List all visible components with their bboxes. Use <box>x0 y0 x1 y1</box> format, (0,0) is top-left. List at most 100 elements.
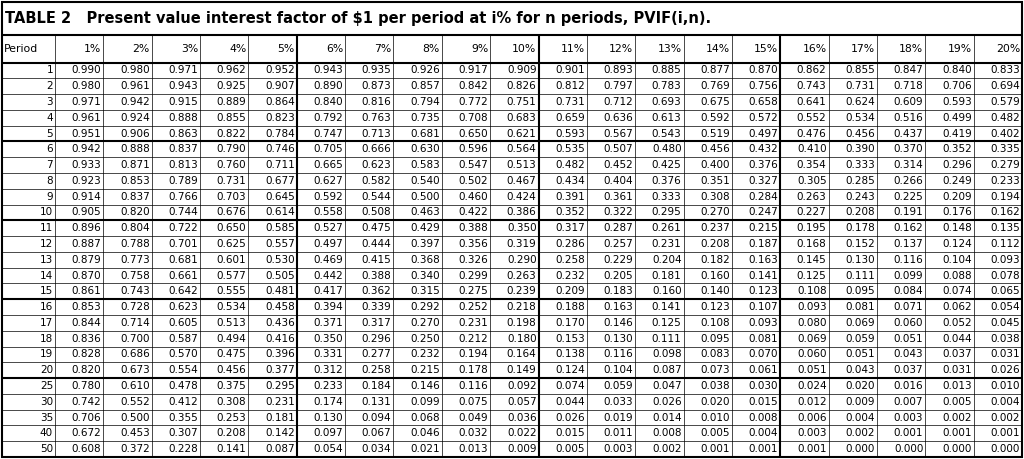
Text: 0.909: 0.909 <box>507 65 537 75</box>
Text: 0.116: 0.116 <box>459 381 488 391</box>
Text: 0.456: 0.456 <box>217 365 247 375</box>
Text: 0.853: 0.853 <box>120 176 150 186</box>
Text: 0.009: 0.009 <box>507 444 537 454</box>
Text: 0.706: 0.706 <box>942 81 972 91</box>
Text: 0.889: 0.889 <box>217 97 247 107</box>
Text: 0.844: 0.844 <box>72 318 101 328</box>
Text: 0.746: 0.746 <box>265 144 295 154</box>
Text: 0.547: 0.547 <box>459 160 488 170</box>
Text: 0.059: 0.059 <box>846 334 874 344</box>
Text: 0.494: 0.494 <box>217 334 247 344</box>
Text: 0.980: 0.980 <box>72 81 101 91</box>
Text: 0.789: 0.789 <box>168 176 198 186</box>
Text: 0.183: 0.183 <box>603 286 633 297</box>
Text: 0.661: 0.661 <box>168 270 198 280</box>
Text: 10: 10 <box>40 207 53 218</box>
Text: 0.592: 0.592 <box>313 192 343 202</box>
Text: 0.107: 0.107 <box>749 302 778 312</box>
Text: 0.145: 0.145 <box>797 255 826 265</box>
Text: 0.714: 0.714 <box>120 318 150 328</box>
Text: 0.497: 0.497 <box>313 239 343 249</box>
Text: 0.317: 0.317 <box>555 223 585 233</box>
Text: 0.038: 0.038 <box>990 334 1020 344</box>
Text: Period: Period <box>4 44 38 54</box>
Text: 0.641: 0.641 <box>797 97 826 107</box>
Text: 0.162: 0.162 <box>990 207 1020 218</box>
Text: 0.232: 0.232 <box>410 349 440 359</box>
Text: 0.896: 0.896 <box>72 223 101 233</box>
Text: 0.270: 0.270 <box>411 318 440 328</box>
Text: 0.013: 0.013 <box>942 381 972 391</box>
Text: 0.728: 0.728 <box>120 302 150 312</box>
Text: 0.182: 0.182 <box>700 255 730 265</box>
Text: 0.703: 0.703 <box>217 192 247 202</box>
Text: 0.582: 0.582 <box>361 176 391 186</box>
Text: 0.784: 0.784 <box>265 129 295 139</box>
Text: 0.191: 0.191 <box>894 207 924 218</box>
Text: 0.194: 0.194 <box>990 192 1020 202</box>
Text: 0.016: 0.016 <box>894 381 924 391</box>
Text: 0.003: 0.003 <box>797 428 826 438</box>
Text: 0.500: 0.500 <box>120 413 150 423</box>
Text: 0.180: 0.180 <box>507 334 537 344</box>
Text: 0.614: 0.614 <box>265 207 295 218</box>
Text: 0.862: 0.862 <box>797 65 826 75</box>
Text: 0.187: 0.187 <box>749 239 778 249</box>
Text: 15%: 15% <box>754 44 778 54</box>
Text: 0.178: 0.178 <box>459 365 488 375</box>
Text: 0.544: 0.544 <box>361 192 391 202</box>
Text: 0.361: 0.361 <box>603 192 633 202</box>
Text: 0.208: 0.208 <box>700 239 730 249</box>
Text: 0.763: 0.763 <box>361 113 391 123</box>
Text: 0.279: 0.279 <box>990 160 1020 170</box>
Text: 0.044: 0.044 <box>942 334 972 344</box>
Text: 0.036: 0.036 <box>507 413 537 423</box>
Text: 0.032: 0.032 <box>459 428 488 438</box>
Text: 0.020: 0.020 <box>700 397 730 407</box>
Text: 0.394: 0.394 <box>313 302 343 312</box>
Text: 0.505: 0.505 <box>265 270 295 280</box>
Text: 0.124: 0.124 <box>555 365 585 375</box>
Text: 0.605: 0.605 <box>169 318 198 328</box>
Text: 0.769: 0.769 <box>700 81 730 91</box>
Text: 0.788: 0.788 <box>120 239 150 249</box>
Text: 0.463: 0.463 <box>410 207 440 218</box>
Text: 0.054: 0.054 <box>313 444 343 454</box>
Text: 0.008: 0.008 <box>749 413 778 423</box>
Text: 0.005: 0.005 <box>700 428 730 438</box>
Text: 0.444: 0.444 <box>361 239 391 249</box>
Text: 0.350: 0.350 <box>313 334 343 344</box>
Text: 0.152: 0.152 <box>845 239 874 249</box>
Text: 0.890: 0.890 <box>313 81 343 91</box>
Text: 0.879: 0.879 <box>72 255 101 265</box>
Text: 0.326: 0.326 <box>459 255 488 265</box>
Text: 0.218: 0.218 <box>507 302 537 312</box>
Text: 0.073: 0.073 <box>700 365 730 375</box>
Text: 0.212: 0.212 <box>459 334 488 344</box>
Text: 19: 19 <box>40 349 53 359</box>
Text: 0.215: 0.215 <box>410 365 440 375</box>
Text: 0.092: 0.092 <box>507 381 537 391</box>
Text: 0.943: 0.943 <box>168 81 198 91</box>
Text: 0.645: 0.645 <box>265 192 295 202</box>
Text: 0.530: 0.530 <box>265 255 295 265</box>
Text: 0.700: 0.700 <box>120 334 150 344</box>
Text: 0.123: 0.123 <box>749 286 778 297</box>
Text: 0.263: 0.263 <box>507 270 537 280</box>
Text: 0.990: 0.990 <box>72 65 101 75</box>
Text: 0.295: 0.295 <box>265 381 295 391</box>
Text: 0.034: 0.034 <box>361 444 391 454</box>
Text: 0.030: 0.030 <box>749 381 778 391</box>
Text: 0.009: 0.009 <box>846 397 874 407</box>
Text: 0.239: 0.239 <box>507 286 537 297</box>
Text: 0.744: 0.744 <box>168 207 198 218</box>
Text: 0.857: 0.857 <box>410 81 440 91</box>
Text: 0.513: 0.513 <box>507 160 537 170</box>
Text: 0.507: 0.507 <box>603 144 633 154</box>
Text: 0.855: 0.855 <box>217 113 247 123</box>
Text: 6%: 6% <box>326 44 343 54</box>
Text: 0.478: 0.478 <box>168 381 198 391</box>
Text: 0.708: 0.708 <box>459 113 488 123</box>
Text: 0.453: 0.453 <box>120 428 150 438</box>
Text: 0.557: 0.557 <box>265 239 295 249</box>
